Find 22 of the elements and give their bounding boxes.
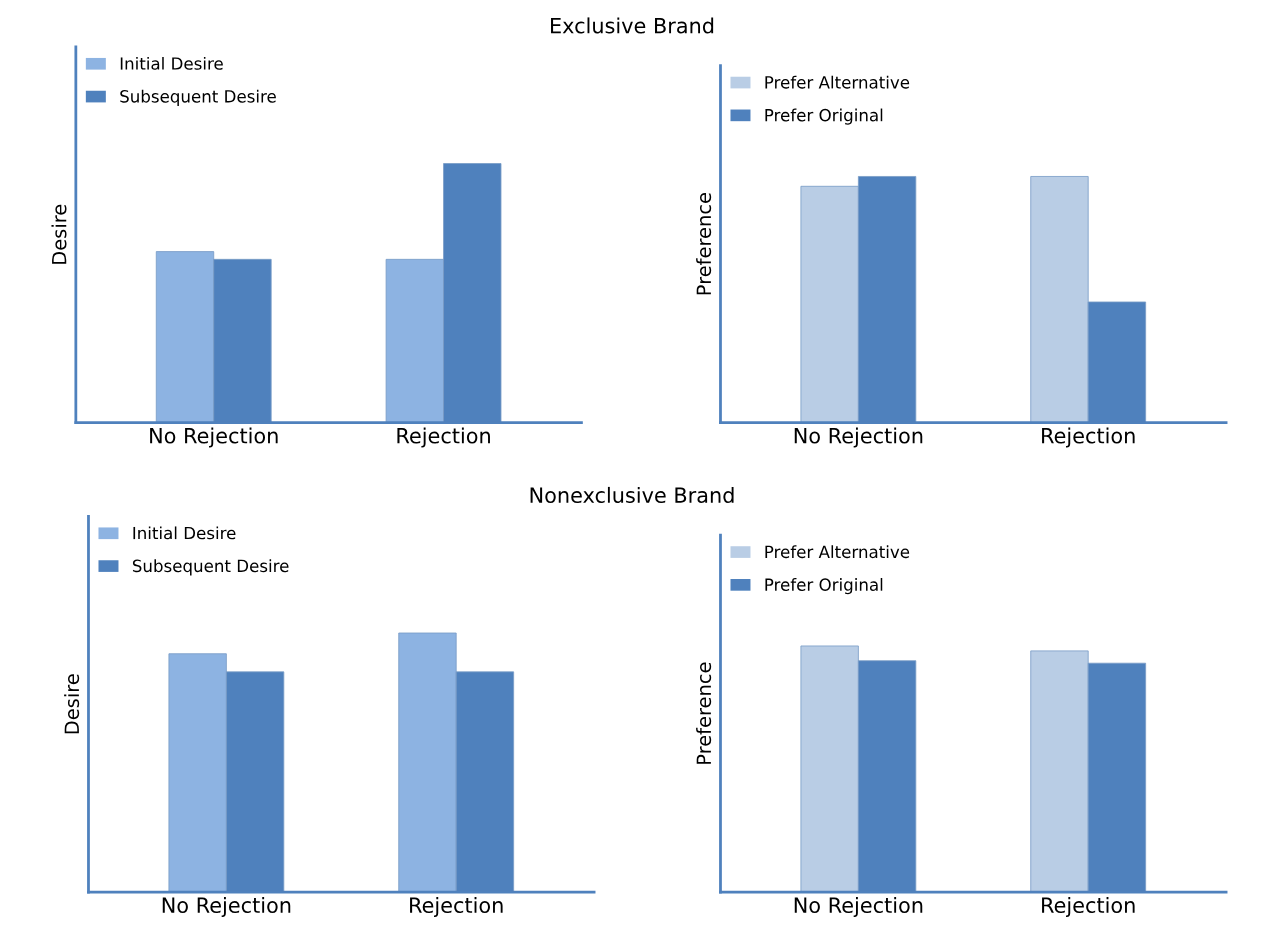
chart-title: Nonexclusive Brand — [530, 486, 734, 504]
legend-label: Prefer Alternative — [765, 75, 910, 89]
y-axis-title: Desire — [51, 204, 67, 264]
text: Exclusive Brand — [551, 17, 714, 34]
x-tick-label: No Rejection — [794, 427, 923, 448]
x-tick-label: Rejection — [410, 896, 503, 918]
legend-label: Prefer Alternative — [765, 545, 910, 559]
x-tick-label: No Rejection — [150, 427, 278, 448]
y-axis-title: Desire — [64, 674, 80, 734]
y-axis-title: Preference — [696, 193, 712, 295]
y-axis-title: Preference — [696, 662, 712, 764]
x-tick-label: Rejection — [1042, 427, 1135, 448]
legend-label: Initial Desire — [120, 56, 223, 70]
legend-label: Prefer Original — [765, 108, 883, 125]
x-tick-label: No Rejection — [162, 896, 291, 918]
legend-label: Subsequent Desire — [132, 559, 289, 576]
legend-label: Prefer Original — [765, 578, 883, 595]
x-tick-label: Rejection — [1042, 896, 1135, 918]
legend-label: Subsequent Desire — [120, 89, 276, 106]
x-tick-label: No Rejection — [794, 896, 923, 918]
x-tick-label: Rejection — [397, 427, 490, 448]
legend-label: Initial Desire — [133, 526, 236, 540]
